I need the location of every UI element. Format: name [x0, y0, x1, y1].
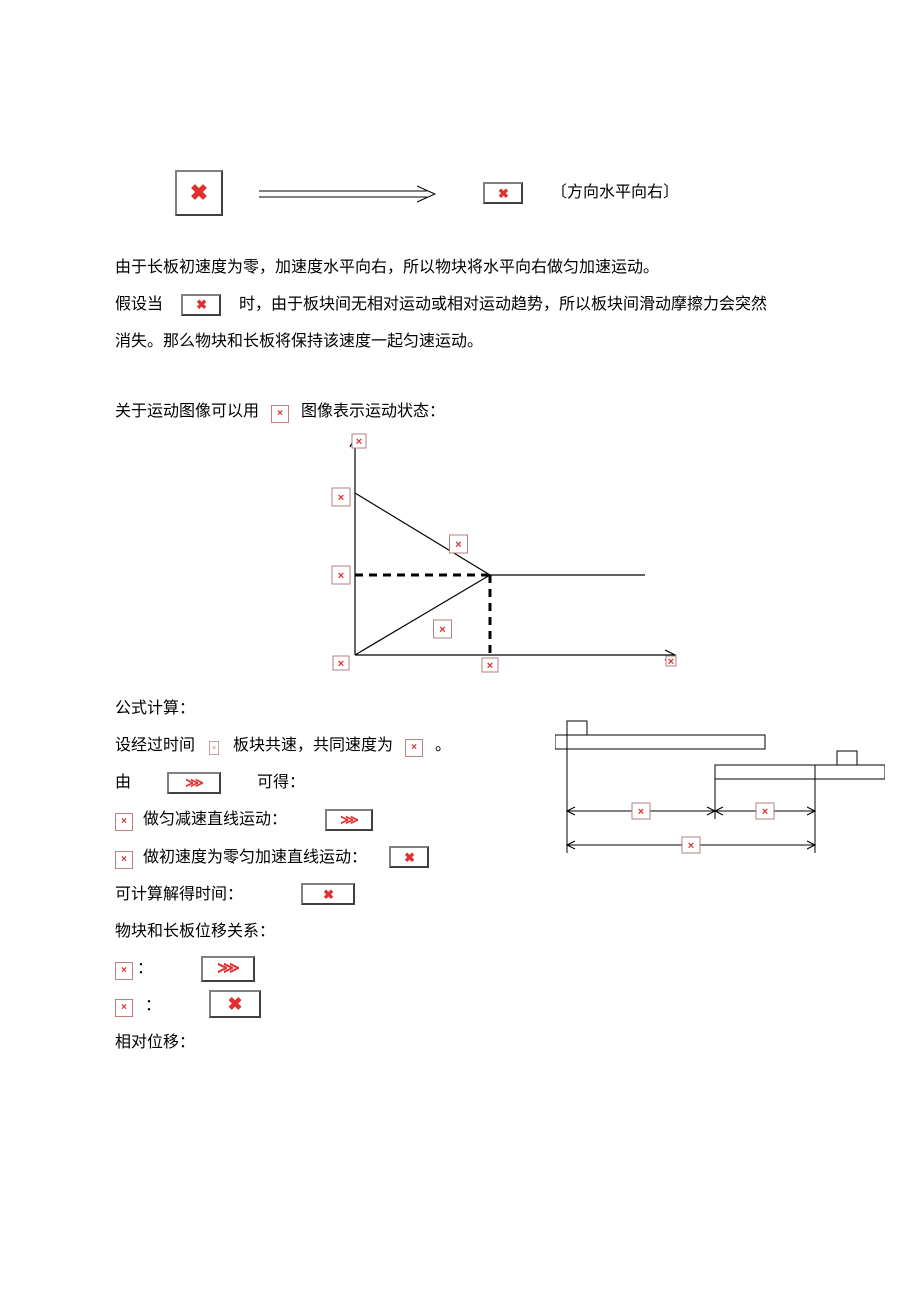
broken-image-icon: × — [115, 813, 133, 831]
text: 设经过时间 — [115, 737, 195, 754]
broken-image-icon: × — [405, 739, 423, 757]
broken-image-icon: ✖ — [389, 846, 429, 868]
svg-text:×: × — [638, 806, 644, 818]
text: ： — [137, 960, 153, 977]
text: 假设当 — [115, 296, 163, 313]
svg-text:×: × — [338, 492, 344, 504]
text: 板块共速，共同速度为 — [233, 737, 393, 754]
text: ： — [145, 997, 161, 1014]
text: 由 — [115, 774, 131, 791]
text: 可计算解得时间： — [115, 886, 243, 903]
text: 做初速度为零匀加速直线运动： — [143, 849, 367, 866]
broken-image-icon: × — [115, 851, 133, 869]
broken-image-icon: × — [115, 999, 133, 1017]
svg-text:×: × — [762, 806, 768, 818]
vt-graph: × × × × × × × × — [255, 425, 805, 685]
paragraph: 可计算解得时间： ✖ — [115, 877, 805, 912]
svg-text:×: × — [356, 436, 362, 448]
text: 关于运动图像可以用 — [115, 403, 259, 420]
broken-image-icon: ⋙ — [325, 809, 373, 831]
paragraph: × ： ⋙ — [115, 951, 805, 986]
text: 可得： — [257, 774, 305, 791]
top-figure-row: ✖ ✖ 〔方向水平向右〕 — [175, 170, 805, 216]
broken-image-icon: ⋙ — [201, 956, 255, 982]
svg-text:×: × — [487, 660, 493, 672]
broken-image-icon: × — [209, 741, 219, 755]
svg-text:×: × — [668, 656, 674, 668]
broken-image-icon: × — [271, 405, 289, 423]
broken-image-icon: × — [115, 962, 133, 980]
displacement-diagram: × × × — [555, 715, 885, 865]
text: 。 — [435, 737, 451, 754]
broken-image-icon: ✖ — [209, 990, 261, 1018]
broken-image-icon: ✖ — [175, 170, 223, 216]
text: 图像表示运动状态： — [301, 403, 445, 420]
svg-text:×: × — [338, 570, 344, 582]
text: 做匀减速直线运动： — [143, 811, 287, 828]
paragraph: 假设当 ✖ 时，由于板块间无相对运动或相对运动趋势，所以板块间滑动摩擦力会突然 — [115, 287, 805, 322]
paragraph: 物块和长板位移关系： — [115, 914, 805, 949]
svg-text:×: × — [338, 658, 344, 670]
svg-text:×: × — [455, 539, 461, 551]
direction-label: 〔方向水平向右〕 — [551, 175, 679, 210]
broken-image-icon: ⋙ — [167, 772, 221, 794]
text: 时，由于板块间无相对运动或相对运动趋势，所以板块间滑动摩擦力会突然 — [239, 296, 767, 313]
broken-image-icon: ✖ — [181, 294, 221, 316]
paragraph: 相对位移： — [115, 1025, 805, 1060]
svg-text:×: × — [688, 840, 694, 852]
paragraph: × ： ✖ — [115, 988, 805, 1023]
broken-image-icon: ✖ — [301, 883, 355, 905]
broken-image-icon: ✖ — [483, 182, 523, 204]
paragraph: 关于运动图像可以用 × 图像表示运动状态： — [115, 394, 805, 429]
paragraph: 消失。那么物块和长板将保持该速度一起匀速运动。 — [115, 324, 805, 359]
svg-text:×: × — [439, 624, 445, 636]
paragraph: 由于长板初速度为零，加速度水平向右，所以物块将水平向右做匀加速运动。 — [115, 250, 805, 285]
arrow-right-icon — [257, 183, 437, 203]
